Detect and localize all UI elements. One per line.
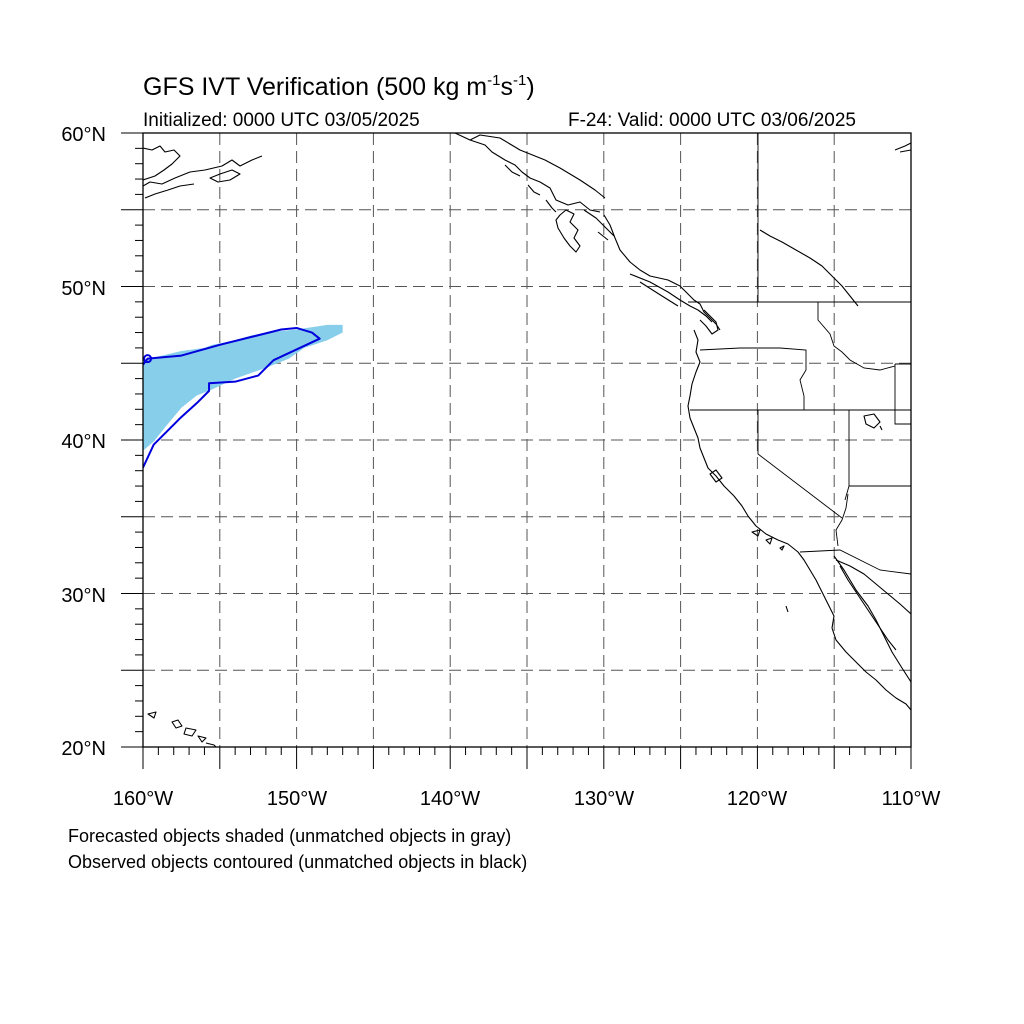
observed-object-contour xyxy=(143,326,321,469)
lon-label: 150°W xyxy=(267,788,327,810)
forecast-object xyxy=(143,324,343,451)
lon-label: 130°W xyxy=(574,788,634,810)
lat-label: 30°N xyxy=(61,585,106,607)
legend-forecast-note: Forecasted objects shaded (unmatched obj… xyxy=(68,826,512,846)
latitude-labels: 60°N 50°N 40°N 30°N 20°N xyxy=(61,124,106,760)
lat-label: 40°N xyxy=(61,431,106,453)
lon-label: 160°W xyxy=(113,788,173,810)
lon-label: 140°W xyxy=(420,788,480,810)
legend-observed-note: Observed objects contoured (unmatched ob… xyxy=(68,852,528,872)
axis-ticks xyxy=(121,132,912,769)
political-borders xyxy=(688,133,911,575)
initialized-time: Initialized: 0000 UTC 03/05/2025 xyxy=(143,110,420,131)
valid-time: F-24: Valid: 0000 UTC 03/06/2025 xyxy=(568,110,856,131)
longitude-labels: 160°W 150°W 140°W 130°W 120°W 110°W xyxy=(113,788,941,810)
lat-label: 60°N xyxy=(61,124,106,146)
observed-object-marker xyxy=(143,354,153,364)
lat-label: 20°N xyxy=(61,738,106,760)
lon-label: 120°W xyxy=(727,788,787,810)
lat-label: 50°N xyxy=(61,278,106,300)
lat-lon-grid xyxy=(143,133,911,747)
lon-label: 110°W xyxy=(882,788,941,810)
map-title: GFS IVT Verification (500 kg m-1s-1) xyxy=(143,72,535,101)
coastlines xyxy=(143,133,911,747)
